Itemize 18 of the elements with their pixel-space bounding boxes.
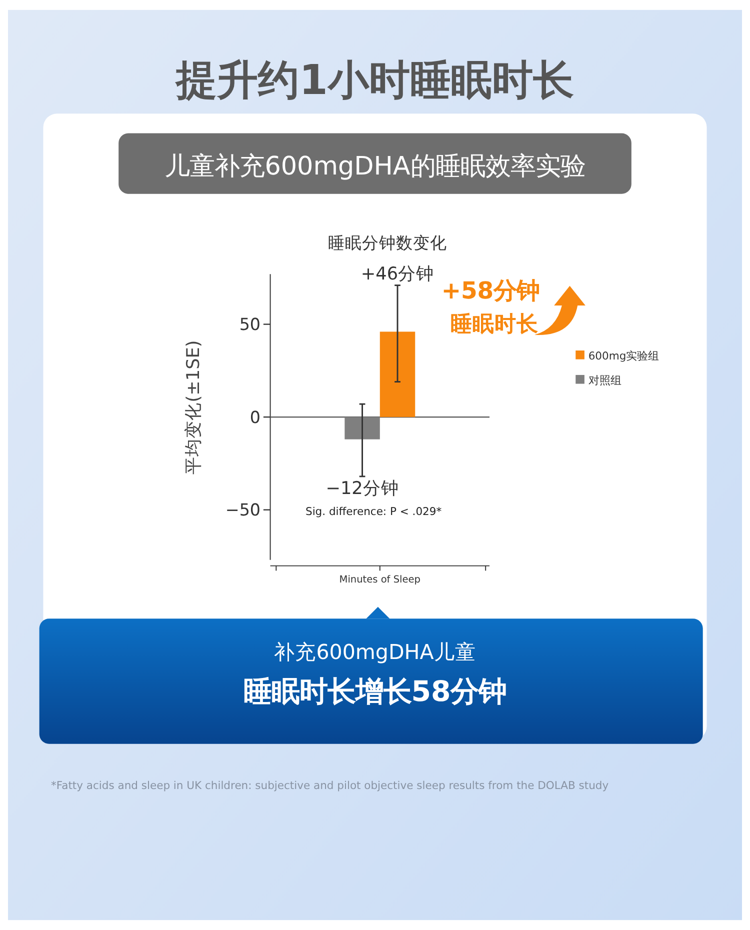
y-axis-title: 平均变化(±1SE) — [182, 340, 204, 474]
data-label: −12分钟 — [326, 479, 399, 500]
text: 睡眠分钟数变化 — [328, 234, 448, 253]
text: *Fatty acids and sleep in UK children: subjective and pilot objective sleep results from the DOLAB study — [51, 778, 610, 792]
text: +58分钟 — [441, 276, 540, 305]
annotation: Sig. difference: P < .029* — [306, 504, 442, 518]
text: 补充600mgDHA儿童 — [274, 640, 476, 664]
data-label: +46分钟 — [360, 264, 434, 284]
text: 睡眠时长 — [450, 312, 538, 337]
y-tick-label: 50 — [239, 315, 260, 334]
x-tick-label: Minutes of Sleep — [339, 574, 420, 586]
chart-subtitle: 儿童补充600mgDHA的睡眠效率实验 — [164, 150, 586, 180]
y-tick-label: 0 — [250, 408, 260, 427]
text: 睡眠时长增长58分钟 — [243, 674, 507, 708]
legend-label: 600mg实验组 — [588, 349, 660, 362]
chart-title: 提升约1小时睡眠时长 — [174, 56, 574, 104]
y-tick-label: −50 — [225, 500, 260, 520]
legend-label: 对照组 — [588, 374, 622, 387]
